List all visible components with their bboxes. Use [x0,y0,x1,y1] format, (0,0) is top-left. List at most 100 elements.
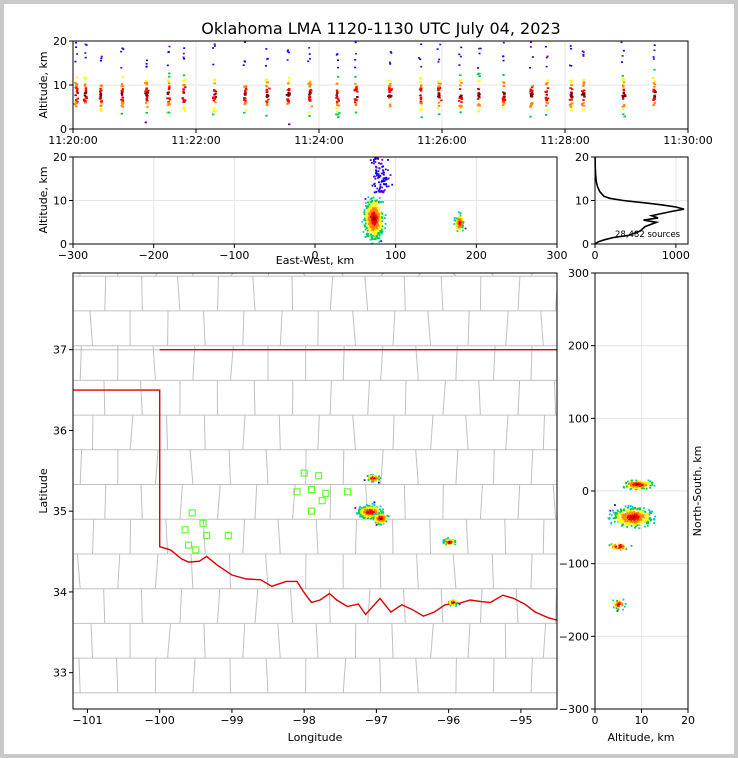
lma-source [389,103,392,106]
lma-source [420,43,423,46]
lma-source [378,481,380,484]
lma-source [618,516,620,519]
lma-source [83,76,86,79]
lma-source [99,59,102,62]
lma-source [649,519,652,522]
lma-source [453,219,456,222]
lma-source [266,94,269,96]
county-line [203,415,206,450]
lma-source [369,509,371,511]
lma-source [617,513,620,516]
time-tick-label: 11:22:00 [171,134,220,147]
station-marker [199,519,207,527]
lma-source [634,523,637,526]
lma-source [459,79,463,81]
lma-source [374,227,376,229]
lma-source [337,59,339,61]
east-west-sources [361,157,467,245]
lma-source [628,522,631,525]
lma-source [335,110,339,113]
lma-source [371,213,373,215]
lma-source [168,98,172,101]
lma-source [390,88,393,90]
lma-source [635,479,638,482]
county-line [230,273,234,277]
lma-source [370,215,373,218]
lma-source [380,519,382,522]
lma-source [545,98,548,101]
lma-source [459,104,463,107]
lma-source [651,482,653,484]
lma-source [146,99,149,102]
lma-source [620,510,623,512]
lma-source [368,205,371,207]
county-line [504,519,507,555]
lma-source [389,105,392,108]
lma-source [371,208,373,211]
lma-source [389,89,392,92]
lma-source [376,233,379,236]
lma-source [359,505,361,508]
lma-source [418,57,421,59]
lma-source [613,511,615,514]
lma-source [458,104,461,107]
lma-source [653,484,656,487]
county-line [315,623,319,659]
county-line [364,276,369,311]
lma-source [375,524,378,526]
lma-source [460,225,463,227]
lma-source [373,216,376,219]
lma-source [629,482,631,485]
lma-source [609,509,612,512]
lma-source [366,517,369,519]
lma-source [121,96,124,99]
lma-source [244,92,247,95]
station-marker [322,489,330,497]
lma-source [641,513,643,516]
lma-source [75,101,78,104]
lma-source [365,207,368,210]
lma-source [100,101,103,104]
lma-source [637,480,640,482]
county-line [404,380,407,416]
lma-source [620,521,622,524]
lma-source [462,229,464,232]
lma-source [613,603,616,606]
lma-source [76,92,79,94]
lma-source [307,60,310,63]
lma-source [646,517,649,520]
lma-source [76,88,79,90]
lma-source [373,234,376,236]
lma-source [615,607,618,610]
lma-source [386,516,388,519]
lma-source [569,79,573,82]
east-west-tick-label: 200 [466,249,487,262]
lma-source [168,86,171,89]
lma-source [308,47,311,49]
lma-source [100,109,103,112]
lma-source [358,507,361,509]
lma-source [373,207,376,209]
lma-source [372,512,374,515]
lma-source [624,513,627,515]
lma-source [458,53,461,56]
lma-source [364,513,367,515]
lma-source [383,516,386,518]
lma-source [478,75,481,78]
lma-source [419,101,423,104]
lma-source [373,477,375,480]
lma-source [454,219,457,222]
lma-source [182,80,185,82]
lma-source [378,508,381,511]
lma-source [364,508,366,511]
lma-source [381,190,384,193]
lma-source [612,509,614,512]
lma-source [363,209,366,211]
lma-source [570,65,573,67]
lma-source [638,519,641,522]
lma-source [614,603,617,606]
lma-source [380,162,383,165]
lma-source [374,161,377,163]
lma-source [630,515,633,518]
lma-source [309,58,311,60]
